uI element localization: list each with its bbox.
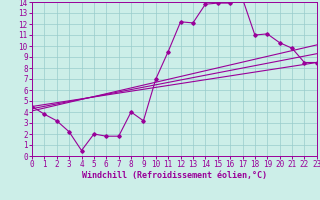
X-axis label: Windchill (Refroidissement éolien,°C): Windchill (Refroidissement éolien,°C) — [82, 171, 267, 180]
